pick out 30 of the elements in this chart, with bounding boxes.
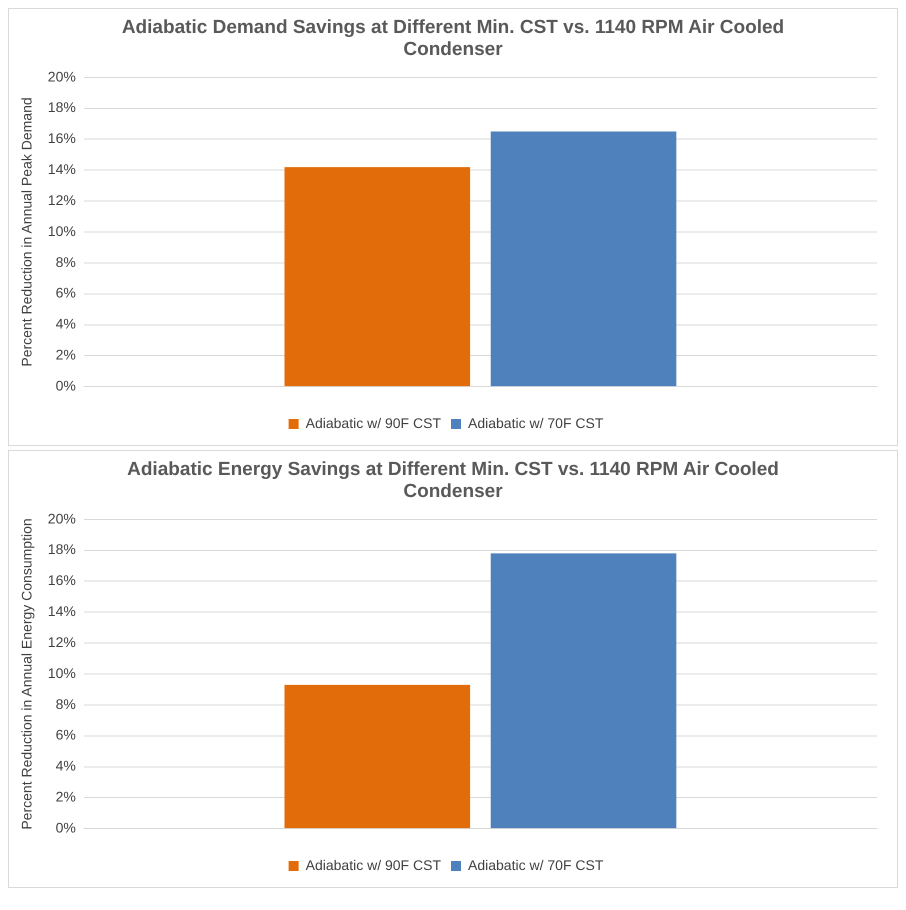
legend-label: Adiabatic w/ 90F CST xyxy=(306,856,442,873)
chart-title: Adiabatic Demand Savings at Different Min. CST vs. 1140 RPM Air Cooled Condenser xyxy=(120,17,786,61)
legend-label: Adiabatic w/ 70F CST xyxy=(468,856,604,873)
legend-label: Adiabatic w/ 90F CST xyxy=(306,414,442,431)
y-tick-label: 2% xyxy=(56,346,76,363)
y-tick-label: 12% xyxy=(48,634,76,650)
y-axis-title: Percent Reduction in Annual Peak Demand xyxy=(18,97,34,367)
y-tick-label: 6% xyxy=(56,726,76,743)
y-tick-label: 16% xyxy=(48,130,76,146)
y-tick-label: 16% xyxy=(48,572,76,588)
y-tick-label: 4% xyxy=(56,316,76,332)
y-tick-label: 20% xyxy=(48,68,76,84)
chart-title: Adiabatic Energy Savings at Different Min. CST vs. 1140 RPM Air Cooled Condenser xyxy=(126,459,780,503)
y-tick-label: 14% xyxy=(48,161,76,178)
y-tick-label: 10% xyxy=(48,664,76,681)
y-tick-label: 10% xyxy=(48,222,76,239)
y-tick-label: 14% xyxy=(48,603,76,620)
y-tick-label: 6% xyxy=(56,284,76,301)
y-tick-label: 4% xyxy=(56,758,76,774)
y-tick-label: 0% xyxy=(56,819,76,836)
y-tick-label: 12% xyxy=(48,192,76,208)
y-tick-label: 8% xyxy=(56,696,76,712)
y-tick-label: 8% xyxy=(56,254,76,270)
y-tick-label: 20% xyxy=(48,510,76,526)
y-axis-title: Percent Reduction in Annual Energy Consumption xyxy=(18,518,34,830)
y-tick-label: 18% xyxy=(48,99,76,116)
legend-label: Adiabatic w/ 70F CST xyxy=(468,414,604,431)
y-tick-label: 18% xyxy=(48,541,76,558)
y-tick-label: 2% xyxy=(56,788,76,805)
y-tick-label: 0% xyxy=(56,377,76,394)
